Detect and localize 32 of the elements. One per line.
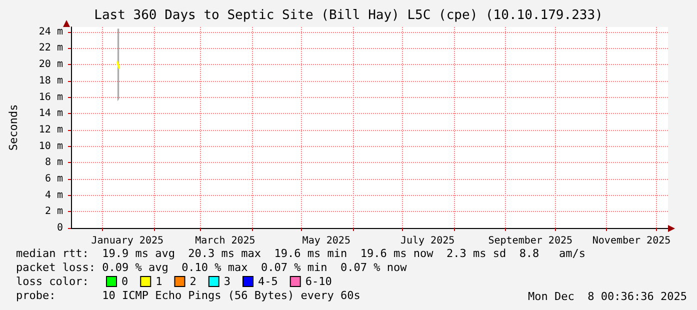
- x-tick-label: May 2025: [302, 236, 350, 246]
- y-tick-label: 2 m: [44, 206, 63, 218]
- y-tick-label: 12 m: [38, 124, 63, 136]
- chart-title: Last 360 Days to Septic Site (Bill Hay) L5C (cpe) (10.10.179.233): [94, 8, 603, 23]
- x-tick-label: July 2025: [400, 236, 455, 246]
- x-tick-label: January 2025: [91, 236, 164, 246]
- y-tick-label: 16 m: [38, 92, 63, 103]
- text: Mon Dec 8 00:36:36 2025: [528, 290, 688, 303]
- text: packet loss: 0.09 % avg 0.10 % max 0.07 % min 0.07 % now: [16, 261, 408, 274]
- legend-label: 3: [224, 275, 230, 288]
- legend-label: 6-10: [305, 275, 332, 288]
- legend-label: 0: [122, 275, 128, 288]
- legend-label: 2: [190, 275, 196, 288]
- y-tick-label: 0: [56, 222, 63, 234]
- y-tick-label: 24 m: [38, 26, 63, 38]
- y-tick-label: 18 m: [38, 75, 63, 86]
- legend-label: 4-5: [258, 275, 278, 288]
- x-tick-label: September 2025: [488, 236, 573, 246]
- text: median rtt: 19.9 ms avg 20.3 ms max 19.6 ms min 19.6 ms now 2.3 ms sd 8.8 am/s: [16, 247, 586, 260]
- text: probe: 10 ICMP Echo Pings (56 Bytes) every 60s: [16, 289, 360, 302]
- y-tick-label: 6 m: [44, 173, 63, 184]
- y-tick-label: 22 m: [38, 42, 63, 54]
- legend-label: 1: [156, 275, 162, 288]
- x-tick-label: March 2025: [195, 236, 256, 246]
- y-tick-label: 20 m: [38, 59, 63, 70]
- y-tick-label: 4 m: [44, 190, 63, 201]
- y-axis-title: Seconds: [7, 104, 20, 151]
- x-tick-label: November 2025: [592, 236, 671, 246]
- y-tick-label: 8 m: [44, 157, 63, 168]
- y-tick-label: 14 m: [38, 108, 63, 120]
- y-tick-label: 10 m: [38, 140, 63, 152]
- legend-title: loss color:: [16, 275, 89, 288]
